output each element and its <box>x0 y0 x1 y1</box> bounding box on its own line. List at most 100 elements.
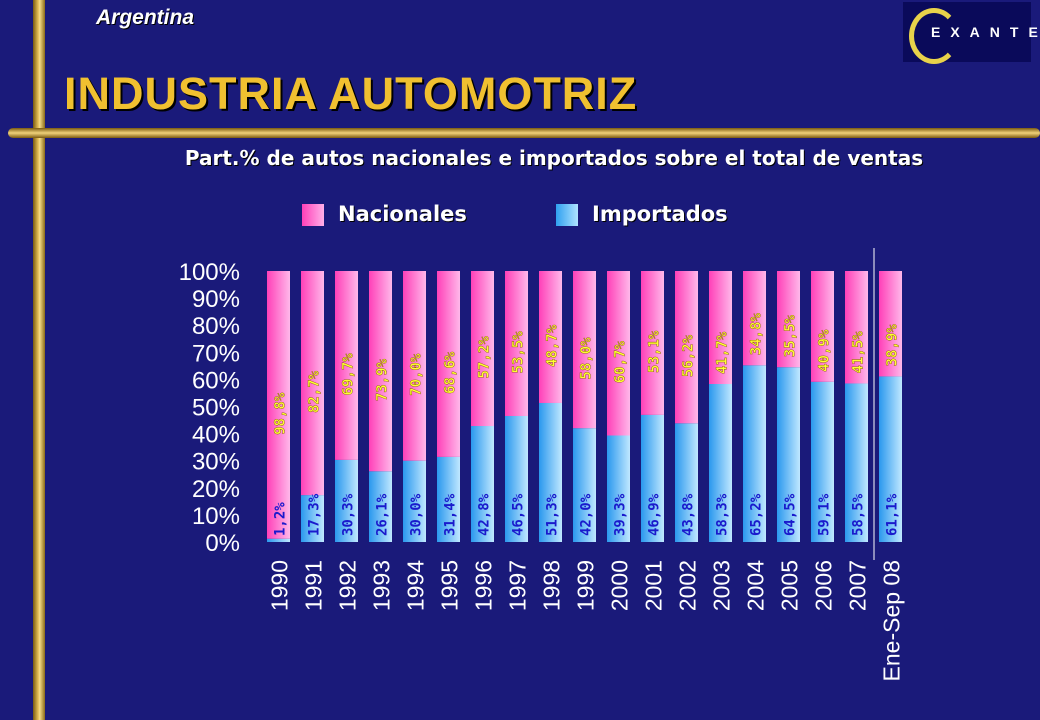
x-tick-label: Ene-Sep 08 <box>879 560 905 681</box>
data-label-importados: 42,8% <box>477 493 493 536</box>
y-tick-label: 50% <box>192 395 240 422</box>
x-tick-label: 2003 <box>709 560 735 611</box>
bar-nacionales <box>675 271 698 424</box>
bar-nacionales <box>641 271 664 415</box>
y-tick-label: 70% <box>192 340 240 367</box>
data-label-nacionales: 35,5% <box>783 314 799 357</box>
legend-swatch-importados <box>556 204 578 226</box>
data-label-nacionales: 58,0% <box>579 337 595 380</box>
y-tick-label: 60% <box>192 367 240 394</box>
legend-label-importados: Importados <box>592 202 728 226</box>
bar-importados <box>777 367 800 542</box>
bar-importados <box>471 426 494 542</box>
bar-importados <box>437 456 460 542</box>
bar-importados <box>505 415 528 542</box>
bar-nacionales <box>471 271 494 427</box>
data-label-nacionales: 70,0% <box>409 353 425 396</box>
gold-horizontal-bar <box>8 128 1040 138</box>
chart-subtitle: Part.% de autos nacionales e importados … <box>184 146 924 170</box>
data-label-importados: 30,3% <box>341 493 357 536</box>
x-tick-label: 2006 <box>811 560 837 611</box>
data-label-importados: 39,3% <box>613 493 629 536</box>
data-label-importados: 42,0% <box>579 493 595 536</box>
bar-nacionales <box>845 271 868 384</box>
page-title: INDUSTRIA AUTOMOTRIZ <box>64 68 638 119</box>
y-tick-label: 20% <box>192 476 240 503</box>
bar-importados <box>641 414 664 542</box>
x-tick-label: 1992 <box>335 560 361 611</box>
y-tick-label: 90% <box>192 286 240 313</box>
x-tick-label: 1995 <box>437 560 463 611</box>
legend-label-nacionales: Nacionales <box>338 202 467 226</box>
bar-nacionales <box>607 271 630 436</box>
data-label-importados: 64,5% <box>783 493 799 536</box>
data-label-importados: 61,1% <box>885 493 901 536</box>
country-label: Argentina <box>96 6 195 29</box>
bar-nacionales <box>777 271 800 368</box>
x-tick-label: 2007 <box>845 560 871 611</box>
bar-importados <box>369 471 392 542</box>
data-label-importados: 58,3% <box>715 493 731 536</box>
y-tick-label: 100% <box>179 259 240 286</box>
logo-ring-icon <box>909 8 959 64</box>
data-label-importados: 30,0% <box>409 493 425 536</box>
bar-importados <box>335 459 358 542</box>
bar-importados <box>675 423 698 542</box>
x-tick-label: 2000 <box>607 560 633 611</box>
x-tick-label: 1996 <box>471 560 497 611</box>
x-tick-label: 2002 <box>675 560 701 611</box>
bar-nacionales <box>505 271 528 416</box>
bar-nacionales <box>811 271 834 382</box>
gold-vertical-bar <box>33 0 45 720</box>
exante-logo: EXANTE <box>903 2 1038 64</box>
data-label-nacionales: 56,2% <box>681 334 697 377</box>
y-tick-label: 30% <box>192 449 240 476</box>
data-label-nacionales: 73,9% <box>375 358 391 401</box>
data-label-importados: 31,4% <box>443 493 459 536</box>
bar-nacionales <box>267 271 290 539</box>
y-tick-label: 40% <box>192 422 240 449</box>
data-label-importados: 26,1% <box>375 493 391 536</box>
x-tick-label: 2004 <box>743 560 769 611</box>
data-label-importados: 46,5% <box>511 493 527 536</box>
data-label-nacionales: 68,6% <box>443 351 459 394</box>
bar-importados <box>879 376 902 542</box>
bar-importados <box>403 460 426 542</box>
bar-nacionales <box>709 271 732 385</box>
y-tick-label: 80% <box>192 313 240 340</box>
data-label-nacionales: 98,8% <box>273 392 289 435</box>
x-tick-label: 2005 <box>777 560 803 611</box>
data-label-nacionales: 69,7% <box>341 353 357 396</box>
data-label-nacionales: 60,7% <box>613 341 629 384</box>
data-label-nacionales: 82,7% <box>307 370 323 413</box>
logo-text: EXANTE <box>931 24 1040 40</box>
bar-nacionales <box>437 271 460 457</box>
bar-importados <box>607 435 630 542</box>
data-label-importados: 65,2% <box>749 493 765 536</box>
data-label-nacionales: 48,7% <box>545 324 561 367</box>
data-label-importados: 51,3% <box>545 493 561 536</box>
bar-importados <box>301 495 324 542</box>
x-tick-label: 1999 <box>573 560 599 611</box>
bar-importados <box>539 402 562 542</box>
data-label-nacionales: 40,9% <box>817 329 833 372</box>
data-label-nacionales: 53,5% <box>511 331 527 374</box>
x-tick-label: 1994 <box>403 560 429 611</box>
data-label-importados: 17,3% <box>307 493 323 536</box>
bar-importados <box>267 538 290 542</box>
legend-swatch-nacionales <box>302 204 324 226</box>
bar-nacionales <box>539 271 562 403</box>
data-label-importados: 58,5% <box>851 493 867 536</box>
x-tick-label: 1997 <box>505 560 531 611</box>
bar-nacionales <box>743 271 766 366</box>
data-label-importados: 1,2% <box>273 502 289 536</box>
bar-nacionales <box>573 271 596 429</box>
y-tick-label: 10% <box>192 503 240 530</box>
data-label-nacionales: 53,1% <box>647 330 663 373</box>
bar-nacionales <box>369 271 392 472</box>
data-label-nacionales: 41,7% <box>715 331 731 374</box>
bar-importados <box>811 381 834 542</box>
bar-importados <box>743 365 766 542</box>
data-label-nacionales: 41,5% <box>851 331 867 374</box>
